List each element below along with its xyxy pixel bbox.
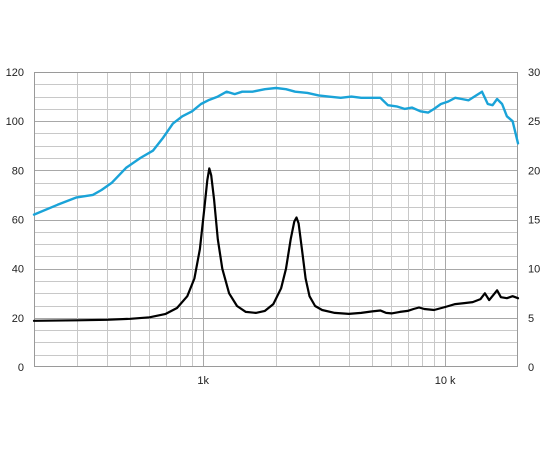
impedance-curve [32,167,520,322]
y2-tick-label: 5 [528,313,534,325]
y2-tick-label: 0 [528,362,534,374]
x-tick-label: 10 k [435,375,456,387]
y2-tick-label: 15 [528,215,540,227]
series-layer [32,86,520,322]
y-tick-label: 40 [12,264,24,276]
y-tick-label: 100 [6,116,24,128]
y-tick-label: 60 [12,215,24,227]
tick-labels: 0 20 40 60 80 100 120 0 5 10 15 20 25 30 1k 10 k [6,67,541,387]
y-tick-label: 0 [18,362,24,374]
spl-curve [32,86,520,216]
y-tick-label: 80 [12,165,24,177]
plot-grid [34,72,518,367]
y-tick-label: 120 [6,67,24,79]
x-tick-label: 1k [197,375,209,387]
y2-tick-label: 20 [528,165,540,177]
y2-tick-label: 25 [528,116,540,128]
y-tick-label: 20 [12,313,24,325]
plot-frame [34,72,518,367]
y2-tick-label: 10 [528,264,540,276]
y2-tick-label: 30 [528,67,540,79]
